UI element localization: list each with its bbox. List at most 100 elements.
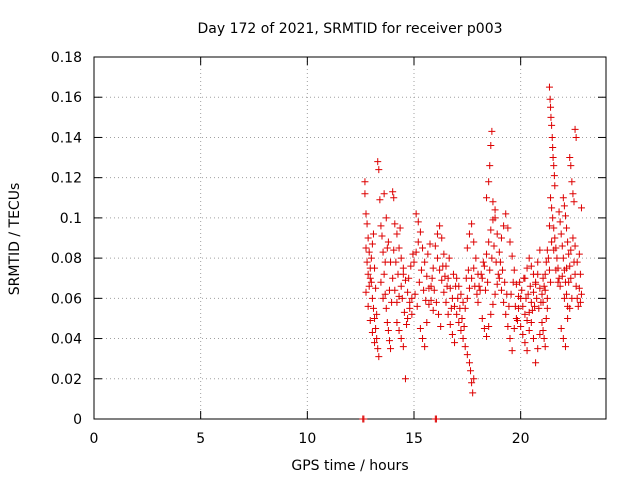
data-point: [488, 254, 496, 262]
data-point: [544, 254, 552, 262]
data-point: [564, 314, 572, 322]
data-point: [504, 224, 512, 232]
data-point: [510, 325, 518, 332]
y-tick-label: 0.14: [51, 130, 82, 146]
data-point: [489, 300, 497, 308]
data-point: [424, 250, 432, 258]
data-point: [396, 224, 404, 232]
data-point: [481, 286, 489, 294]
data-point: [548, 133, 556, 141]
data-point: [388, 298, 396, 306]
data-point: [559, 194, 567, 202]
data-point: [379, 294, 387, 302]
data-point: [364, 234, 372, 242]
data-point: [459, 335, 467, 343]
data-point: [547, 278, 555, 286]
data-point: [473, 290, 481, 298]
data-point: [549, 214, 557, 222]
data-point: [505, 302, 513, 310]
data-point: [572, 133, 580, 141]
data-point: [549, 154, 557, 162]
data-point: [399, 343, 407, 351]
data-point: [526, 282, 534, 290]
data-point: [558, 242, 566, 250]
data-point: [365, 282, 373, 290]
data-point: [406, 298, 414, 306]
data-point: [452, 282, 460, 290]
data-point: [421, 258, 429, 266]
data-point: [415, 278, 423, 286]
data-point: [487, 141, 495, 149]
data-point: [362, 244, 370, 252]
data-point: [469, 389, 477, 397]
data-point: [536, 331, 544, 339]
data-point: [389, 274, 397, 282]
data-point: [436, 222, 444, 230]
data-point: [419, 335, 427, 343]
data-point: [520, 274, 528, 282]
data-point: [516, 278, 524, 286]
data-point: [404, 288, 412, 296]
data-point: [457, 290, 465, 298]
data-point: [371, 264, 379, 272]
data-point: [443, 282, 451, 290]
data-point: [483, 250, 491, 258]
data-point: [559, 335, 567, 343]
data-point: [381, 290, 389, 298]
data-point: [465, 359, 473, 367]
data-point: [573, 258, 581, 266]
data-point: [400, 308, 408, 316]
data-point: [552, 266, 560, 274]
chart-title: Day 172 of 2021, SRMTID for receiver p00…: [197, 21, 502, 37]
data-point: [440, 288, 448, 296]
data-point: [537, 298, 545, 306]
data-point: [397, 282, 405, 290]
data-point: [549, 144, 557, 151]
data-point: [497, 286, 505, 294]
data-point: [541, 286, 549, 294]
data-point: [387, 345, 395, 353]
data-point: [454, 294, 462, 302]
data-point: [577, 204, 585, 212]
data-point: [363, 258, 371, 266]
data-point: [470, 375, 478, 383]
data-point: [577, 290, 585, 298]
data-point: [521, 339, 529, 347]
y-tick-label: 0.12: [51, 171, 82, 187]
data-point: [575, 250, 583, 258]
data-point: [414, 238, 422, 246]
data-point: [449, 270, 457, 278]
data-point: [480, 325, 488, 332]
x-tick-label: 0: [90, 431, 99, 447]
data-point: [377, 278, 385, 286]
data-point: [431, 242, 439, 250]
data-point: [543, 246, 551, 254]
data-point: [472, 254, 480, 262]
data-point: [413, 302, 421, 310]
data-point: [531, 302, 539, 310]
data-point: [477, 270, 485, 278]
data-point: [408, 294, 416, 302]
data-point: [448, 331, 456, 339]
data-point: [368, 240, 376, 248]
y-tick-label: 0.02: [51, 372, 82, 388]
data-point: [547, 103, 555, 111]
data-point: [373, 335, 381, 343]
data-point: [487, 310, 495, 318]
data-point: [369, 304, 377, 312]
data-point: [362, 210, 370, 218]
x-tick-label: 15: [405, 431, 423, 447]
data-point: [463, 351, 471, 359]
data-point: [369, 230, 377, 238]
data-point: [567, 162, 575, 170]
data-point: [522, 294, 530, 302]
data-point: [525, 327, 533, 335]
data-point: [465, 284, 473, 292]
data-point: [545, 266, 553, 274]
data-point: [557, 230, 565, 238]
data-point: [542, 314, 550, 322]
data-point: [487, 226, 495, 234]
data-point: [377, 222, 385, 230]
data-point: [426, 240, 434, 248]
data-point: [417, 266, 425, 274]
